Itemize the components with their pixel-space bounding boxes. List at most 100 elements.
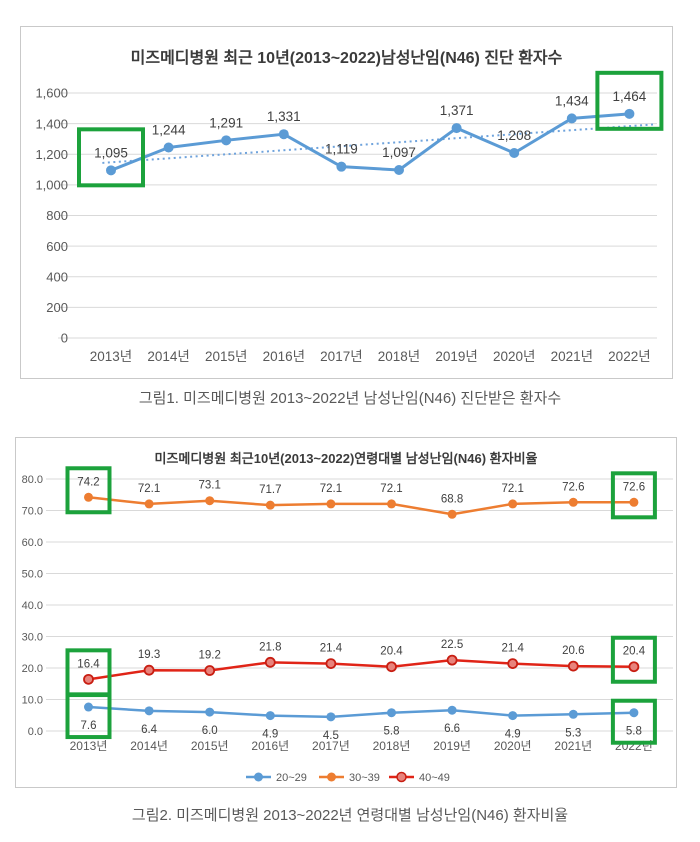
data-point [507,658,519,669]
data-point [205,496,215,506]
data-label: 5.3 [565,727,581,739]
x-axis-label: 2022년 [608,349,650,364]
data-label: 74.2 [77,476,99,488]
data-point [568,709,578,719]
data-label: 6.0 [202,725,218,737]
y-tick-label: 70.0 [22,505,43,517]
series-line-2 [87,658,636,681]
data-label: 1,244 [152,123,186,138]
y-tick-label: 10.0 [22,694,43,706]
y-tick-label: 0.0 [28,726,43,738]
series-line-0 [109,112,631,172]
data-label: 1,464 [613,89,647,104]
x-axis-label: 2020년 [494,739,532,753]
figure1-panel: 0 200 400 600 800 1,000 1,200 1,400 1,600 2013년 20… [20,26,673,379]
data-point [566,113,577,124]
data-label: 72.1 [320,483,342,495]
data-point [508,711,518,721]
data-label: 4.9 [505,729,521,741]
data-point [629,497,639,507]
data-point [387,708,396,718]
y-tick-label: 20.0 [22,663,43,675]
x-axis-label: 2014년 [147,349,189,364]
x-axis-label: 2018년 [378,349,420,364]
x-axis-label: 2013년 [70,739,108,753]
y-tick-label: 80.0 [22,474,43,486]
figure2-line-chart: 0.0 10.0 20.0 30.0 40.0 50.0 60.0 70.0 80.0 2013년… [22,466,673,784]
data-point [336,161,347,172]
figure1-line-chart: 0 200 400 600 800 1,000 1,200 1,400 1,600 2013년 20… [35,70,664,364]
highlight-box [77,127,145,188]
data-point [84,702,93,712]
x-axis-label: 2016년 [251,739,289,753]
y-tick-label: 400 [46,269,68,284]
y-tick-label: 1,000 [35,178,68,193]
data-label: 19.3 [138,649,160,661]
x-axis-label: 2014년 [130,739,168,753]
x-axis-label: 2017년 [312,739,350,753]
data-label: 6.6 [444,723,460,735]
data-point [205,707,215,717]
data-point [84,492,93,502]
y-tick-label: 30.0 [22,631,43,643]
data-label: 72.6 [623,481,645,493]
x-axis-label: 2020년 [493,349,535,364]
y-tick-label: 1,600 [35,86,68,101]
legend-item-1: 30~39 [319,772,380,784]
data-point [265,711,275,721]
series-line-1 [87,496,636,516]
data-point [628,661,640,673]
data-label: 20.6 [562,645,584,657]
data-point [106,165,116,176]
data-point [509,148,520,159]
data-label: 5.8 [626,726,642,738]
highlight-box [595,70,664,131]
figure1-caption: 그림1. 미즈메디병원 2013~2022년 남성난임(N46) 진단받은 환자… [138,390,562,407]
data-point [83,673,94,685]
x-axis-label: 2013년 [90,349,132,364]
highlight-box [65,693,112,740]
highlight-box [65,466,112,515]
data-label: 72.1 [502,483,524,495]
y-tick-label: 1,200 [35,147,68,162]
x-axis-label: 2018년 [373,739,411,753]
data-point [221,135,232,146]
highlight-box [610,471,657,520]
highlight-box [65,648,112,697]
legend-label: 40~49 [419,772,450,784]
data-label: 1,208 [497,128,531,143]
legend-item-2: 40~49 [389,771,450,784]
y-tick-label: 50.0 [22,568,43,580]
data-label: 72.1 [380,483,402,495]
data-point [394,165,404,176]
y-tick-label: 40.0 [22,600,43,612]
x-axis-label: 2016년 [263,349,305,364]
y-tick-label: 200 [46,300,68,315]
legend-item-0: 20~29 [246,772,307,784]
y-tick-label: 800 [46,208,68,223]
data-point [265,500,275,510]
y-tick-label: 1,400 [35,116,68,131]
x-axis-label: 2019년 [435,349,477,364]
data-label: 5.8 [384,726,400,738]
data-point [447,509,457,519]
data-label: 4.5 [323,730,339,742]
data-point [447,705,457,715]
data-point [386,661,397,673]
data-point [264,656,276,668]
x-axis-label: 2019년 [433,739,471,753]
x-axis-label: 2017년 [320,349,362,364]
y-tick-label: 600 [46,239,68,254]
data-label: 1,119 [325,142,358,157]
data-label: 21.8 [259,641,281,653]
highlight-box [610,698,657,745]
data-point [629,708,639,718]
legend-marker [254,772,263,782]
data-point [387,499,396,509]
data-point [567,660,579,672]
data-point [446,654,458,666]
data-label: 19.2 [199,650,221,662]
data-label: 68.8 [441,493,463,505]
data-point [451,123,462,134]
